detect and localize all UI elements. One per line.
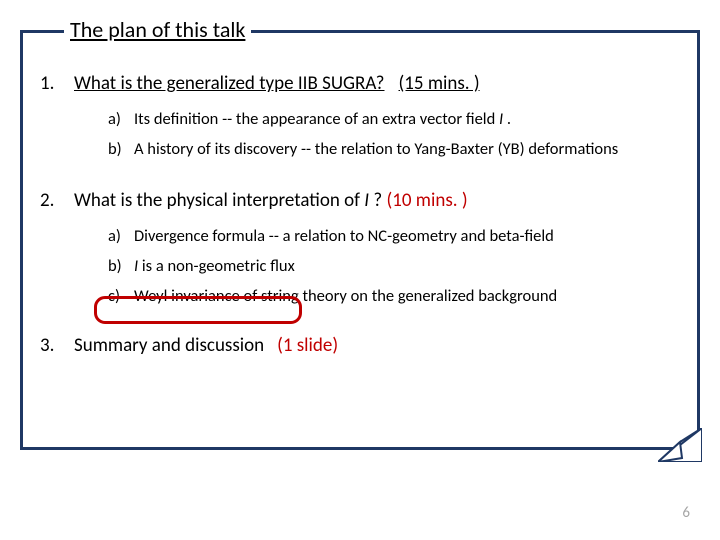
sub-text-after: . xyxy=(503,109,511,129)
page-number: 6 xyxy=(682,504,690,522)
frame-title: The plan of this talk xyxy=(64,16,251,43)
section-1-time: (15 mins. ) xyxy=(399,72,480,95)
sub-text-italic: I xyxy=(134,256,142,276)
section-1-sub-b: b) A history of its discovery -- the rel… xyxy=(108,139,700,159)
sub-letter: b) xyxy=(108,139,134,159)
content-area: 1. What is the generalized type IIB SUGR… xyxy=(40,72,700,371)
sub-text-before: Its definition -- the appearance of an e… xyxy=(134,109,499,129)
page-fold-icon xyxy=(658,428,702,462)
section-2-text-before: What is the physical interpretation of xyxy=(74,189,364,212)
section-3-trailer: (1 slide) xyxy=(277,334,338,357)
sub-text-after: is a non-geometric flux xyxy=(142,256,295,276)
section-1-num: 1. xyxy=(40,72,74,95)
section-1: 1. What is the generalized type IIB SUGR… xyxy=(40,72,700,95)
section-2-text-after: ? xyxy=(369,189,386,212)
sub-text: Its definition -- the appearance of an e… xyxy=(134,109,511,129)
sub-letter: a) xyxy=(108,109,134,129)
sub-text: I is a non-geometric flux xyxy=(134,256,295,276)
sub-text: Divergence formula -- a relation to NC-g… xyxy=(134,226,554,246)
sub-letter: a) xyxy=(108,226,134,246)
section-2-sub-a: a) Divergence formula -- a relation to N… xyxy=(108,226,700,246)
section-1-text: What is the generalized type IIB SUGRA? xyxy=(74,72,385,95)
section-2-text: What is the physical interpretation of I… xyxy=(74,189,468,212)
section-3-text-main: Summary and discussion xyxy=(74,334,264,357)
section-3-text: Summary and discussion (1 slide) xyxy=(74,334,338,357)
section-3: 3. Summary and discussion (1 slide) xyxy=(40,334,700,357)
section-2-sub-c: c) Weyl invariance of string theory on t… xyxy=(108,286,700,306)
sub-letter: c) xyxy=(108,286,134,306)
section-2-time: (10 mins. ) xyxy=(386,189,467,212)
sub-text: Weyl invariance of string theory on the … xyxy=(134,286,557,306)
section-2: 2. What is the physical interpretation o… xyxy=(40,189,700,212)
sub-letter: b) xyxy=(108,256,134,276)
sub-text: A history of its discovery -- the relati… xyxy=(134,139,618,159)
section-2-num: 2. xyxy=(40,189,74,212)
section-3-num: 3. xyxy=(40,334,74,357)
section-2-sub-b: b) I is a non-geometric flux xyxy=(108,256,700,276)
section-1-sub-a: a) Its definition -- the appearance of a… xyxy=(108,109,700,129)
